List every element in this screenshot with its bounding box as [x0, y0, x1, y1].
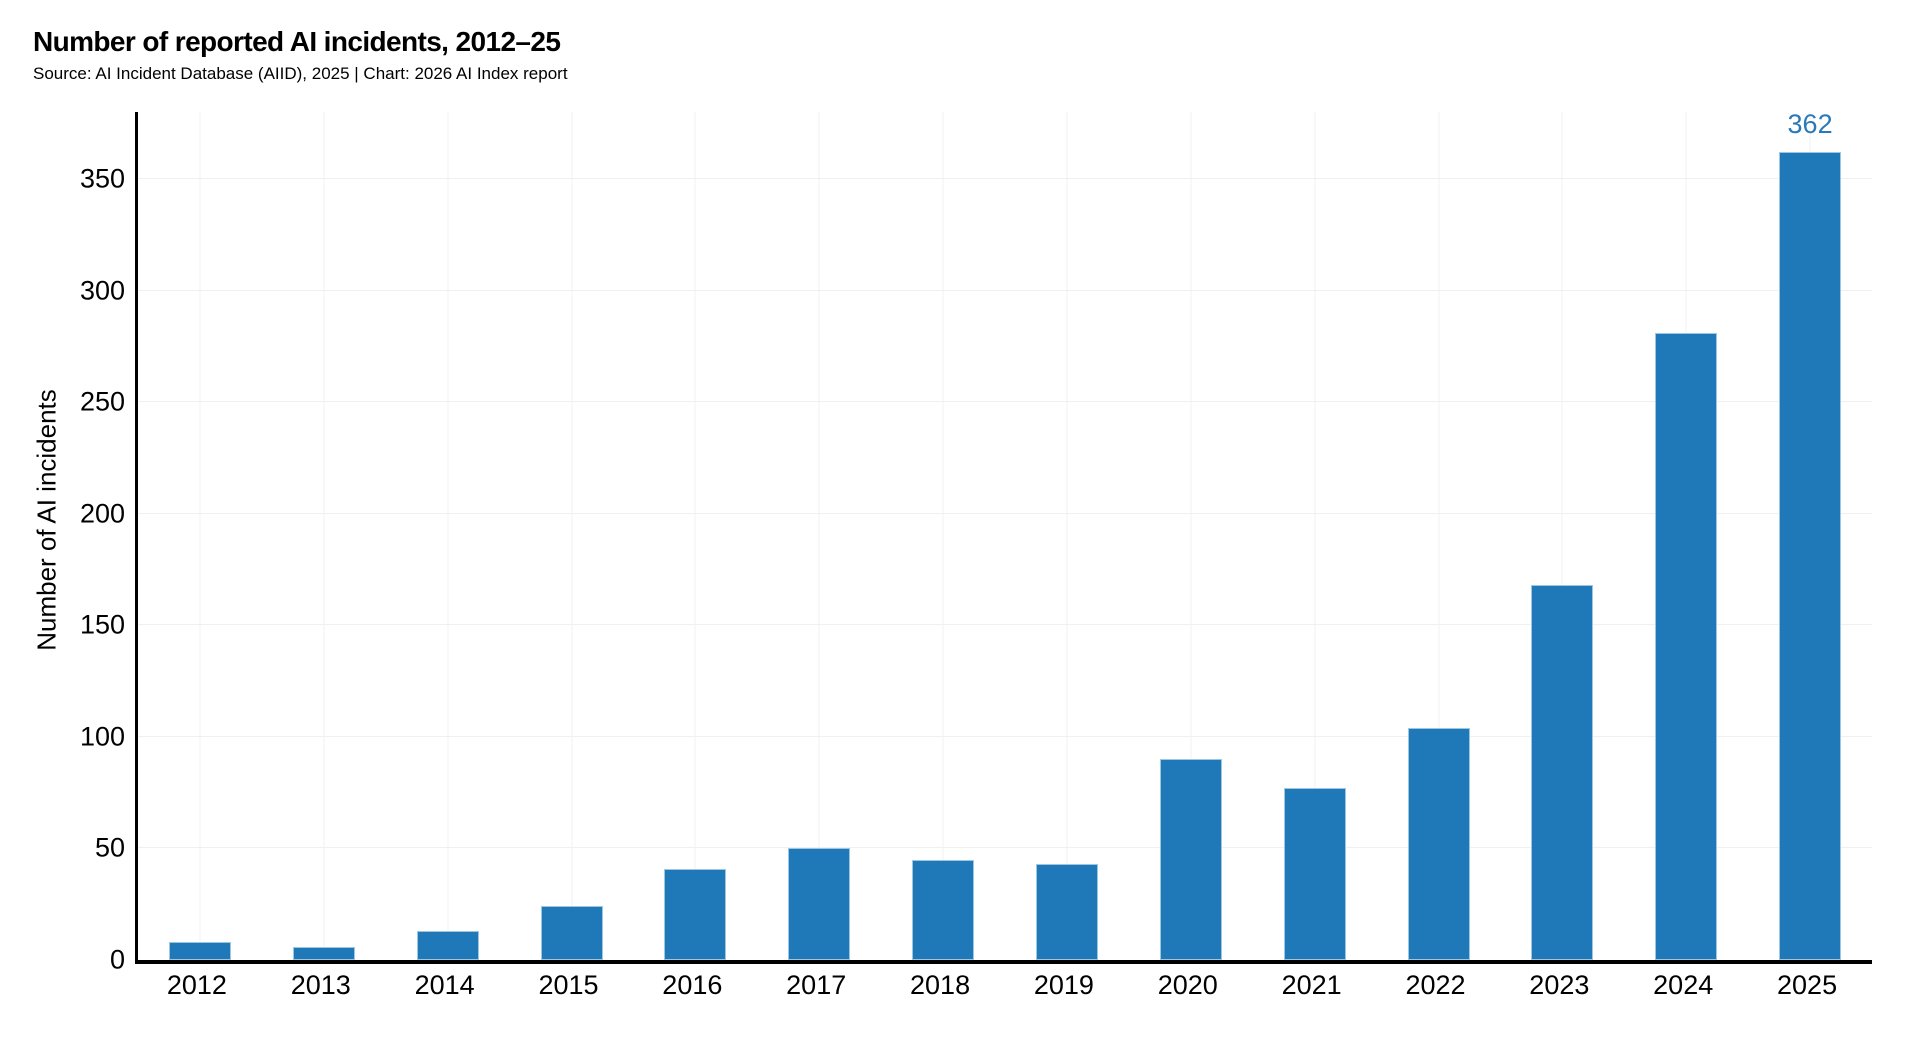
- v-gridline-2020: [1190, 112, 1192, 960]
- x-tick-2013: 2013: [290, 970, 351, 1000]
- x-tick-2017: 2017: [786, 970, 847, 1000]
- v-gridline-2021: [1314, 112, 1316, 960]
- x-tick-2020: 2020: [1157, 970, 1218, 1000]
- v-gridline-2022: [1438, 112, 1439, 960]
- y-tick-200: 200: [79, 498, 125, 529]
- y-tick-50: 50: [94, 832, 125, 863]
- v-gridline-2013: [323, 112, 325, 960]
- v-gridline-2017: [818, 112, 820, 960]
- h-gridline-150: [138, 624, 1872, 626]
- bar-value-label-2025: 362: [1787, 109, 1833, 140]
- h-gridline-200: [138, 512, 1872, 514]
- h-gridline-50: [138, 847, 1872, 849]
- x-tick-2019: 2019: [1033, 970, 1094, 1000]
- h-gridline-350: [138, 177, 1872, 179]
- v-gridline-2012: [199, 112, 201, 960]
- y-tick-100: 100: [79, 721, 125, 752]
- bar-2013: [292, 946, 355, 960]
- v-gridline-2018: [942, 112, 944, 960]
- y-tick-0: 0: [109, 944, 125, 975]
- bar-2023: [1531, 585, 1594, 960]
- x-tick-2024: 2024: [1653, 970, 1714, 1000]
- y-tick-300: 300: [79, 275, 125, 306]
- bar-2018: [912, 859, 975, 960]
- x-tick-2018: 2018: [910, 970, 971, 1000]
- h-gridline-100: [138, 735, 1872, 737]
- chart-title: Number of reported AI incidents, 2012–25: [33, 26, 561, 57]
- x-tick-2025: 2025: [1777, 970, 1838, 1000]
- y-tick-250: 250: [79, 386, 125, 417]
- bar-2017: [788, 848, 851, 960]
- x-tick-2015: 2015: [538, 970, 599, 1000]
- x-tick-2014: 2014: [414, 970, 475, 1000]
- bar-2015: [540, 906, 603, 960]
- bar-2025: [1779, 152, 1842, 960]
- v-gridline-2019: [1066, 112, 1068, 960]
- v-gridline-2014: [447, 112, 449, 960]
- y-tick-350: 350: [79, 163, 125, 194]
- x-tick-2022: 2022: [1405, 970, 1466, 1000]
- x-tick-2023: 2023: [1529, 970, 1590, 1000]
- x-tick-2016: 2016: [662, 970, 723, 1000]
- v-gridline-2016: [694, 112, 696, 960]
- bar-2024: [1655, 332, 1718, 960]
- x-tick-2021: 2021: [1281, 970, 1342, 1000]
- bar-2019: [1035, 864, 1098, 960]
- bar-2021: [1283, 788, 1346, 960]
- h-gridline-250: [138, 401, 1872, 403]
- chart-subtitle: Source: AI Incident Database (AIID), 202…: [33, 64, 568, 83]
- v-gridline-2023: [1561, 112, 1563, 960]
- y-tick-150: 150: [79, 609, 125, 640]
- h-gridline-300: [138, 289, 1872, 291]
- plot-area: 362: [135, 109, 1872, 964]
- bar-2016: [664, 868, 727, 960]
- bar-2022: [1407, 727, 1470, 960]
- bar-2020: [1159, 759, 1222, 960]
- bar-2012: [168, 942, 231, 960]
- bar-2014: [416, 931, 479, 960]
- x-tick-2012: 2012: [166, 970, 227, 1000]
- v-gridline-2015: [571, 112, 572, 960]
